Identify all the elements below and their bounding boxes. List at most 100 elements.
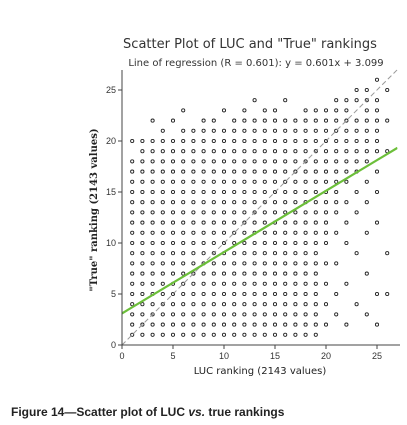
scatter-point xyxy=(221,291,227,297)
scatter-point xyxy=(303,332,308,337)
scatter-point xyxy=(385,291,390,297)
scatter-point xyxy=(323,138,329,144)
scatter-point xyxy=(262,271,267,276)
scatter-point xyxy=(334,149,339,154)
scatter-point xyxy=(313,271,318,276)
scatter-point xyxy=(150,159,155,164)
scatter-point xyxy=(303,251,308,256)
scatter-point xyxy=(130,138,135,144)
scatter-point xyxy=(211,118,216,123)
scatter-point xyxy=(364,230,369,235)
scatter-point xyxy=(160,189,165,195)
scatter-point xyxy=(272,230,278,235)
scatter-point xyxy=(262,312,267,317)
scatter-point xyxy=(150,261,155,266)
scatter-point xyxy=(344,108,349,113)
scatter-point xyxy=(283,118,288,123)
scatter-point xyxy=(385,251,390,256)
scatter-point xyxy=(150,118,155,123)
scatter-point xyxy=(334,210,339,215)
scatter-point xyxy=(272,251,278,256)
scatter-point xyxy=(354,189,359,195)
scatter-point xyxy=(262,240,267,246)
scatter-point xyxy=(232,200,237,205)
scatter-point xyxy=(334,200,339,205)
scatter-point xyxy=(242,332,247,337)
scatter-point xyxy=(201,230,206,235)
scatter-point xyxy=(170,169,176,174)
scatter-point xyxy=(140,200,145,205)
scatter-point xyxy=(364,159,369,164)
scatter-point xyxy=(354,118,359,123)
scatter-point xyxy=(272,322,278,327)
scatter-point xyxy=(262,118,267,123)
y-tick-label: 15 xyxy=(106,187,116,197)
scatter-point xyxy=(140,230,145,235)
scatter-point xyxy=(323,149,329,154)
scatter-point xyxy=(303,271,308,276)
scatter-point xyxy=(201,240,206,246)
scatter-point xyxy=(262,169,267,174)
scatter-point xyxy=(170,179,176,184)
scatter-point xyxy=(283,302,288,307)
scatter-point xyxy=(262,251,267,256)
scatter-point xyxy=(221,312,227,317)
scatter-point xyxy=(272,261,278,266)
scatter-point xyxy=(272,312,278,317)
scatter-point xyxy=(242,179,247,184)
scatter-point xyxy=(130,230,135,235)
scatter-point xyxy=(150,220,155,225)
scatter-point xyxy=(344,128,349,133)
y-tick-label: 25 xyxy=(106,85,116,95)
scatter-point xyxy=(242,271,247,276)
scatter-point xyxy=(262,332,267,337)
scatter-point xyxy=(191,261,196,266)
scatter-point xyxy=(232,169,237,174)
scatter-point xyxy=(334,169,339,174)
scatter-point xyxy=(191,291,196,297)
scatter-point xyxy=(181,312,186,317)
scatter-point xyxy=(283,240,288,246)
scatter-point xyxy=(252,138,257,144)
scatter-point xyxy=(232,240,237,246)
scatter-point xyxy=(252,149,257,154)
scatter-point xyxy=(344,159,349,164)
scatter-point xyxy=(191,220,196,225)
scatter-point xyxy=(211,312,216,317)
scatter-point xyxy=(272,210,278,215)
scatter-point xyxy=(201,281,206,286)
scatter-point xyxy=(242,302,247,307)
scatter-point xyxy=(242,281,247,286)
scatter-point xyxy=(374,138,380,144)
scatter-point xyxy=(293,302,298,307)
scatter-point xyxy=(201,118,206,123)
x-tick-label: 15 xyxy=(270,351,280,361)
scatter-point xyxy=(130,159,135,164)
scatter-point xyxy=(364,118,369,123)
scatter-point xyxy=(313,312,318,317)
scatter-point xyxy=(150,230,155,235)
scatter-point xyxy=(221,302,227,307)
scatter-point xyxy=(170,118,176,123)
scatter-point xyxy=(313,322,318,327)
scatter-point xyxy=(344,240,349,246)
scatter-point xyxy=(160,169,165,174)
scatter-point xyxy=(201,179,206,184)
scatter-point xyxy=(221,179,227,184)
x-tick-label: 25 xyxy=(372,351,382,361)
scatter-point xyxy=(293,169,298,174)
scatter-point xyxy=(150,271,155,276)
scatter-point xyxy=(130,332,135,337)
scatter-point xyxy=(354,159,359,164)
scatter-point xyxy=(242,159,247,164)
caption-prefix: Figure 14—Scatter plot of LUC xyxy=(11,405,189,419)
scatter-point xyxy=(313,291,318,297)
scatter-point xyxy=(130,200,135,205)
x-tick-label: 20 xyxy=(321,351,331,361)
scatter-point xyxy=(242,210,247,215)
scatter-point xyxy=(272,179,278,184)
scatter-point xyxy=(262,291,267,297)
scatter-point xyxy=(150,251,155,256)
scatter-point xyxy=(303,108,308,113)
scatter-point xyxy=(303,322,308,327)
